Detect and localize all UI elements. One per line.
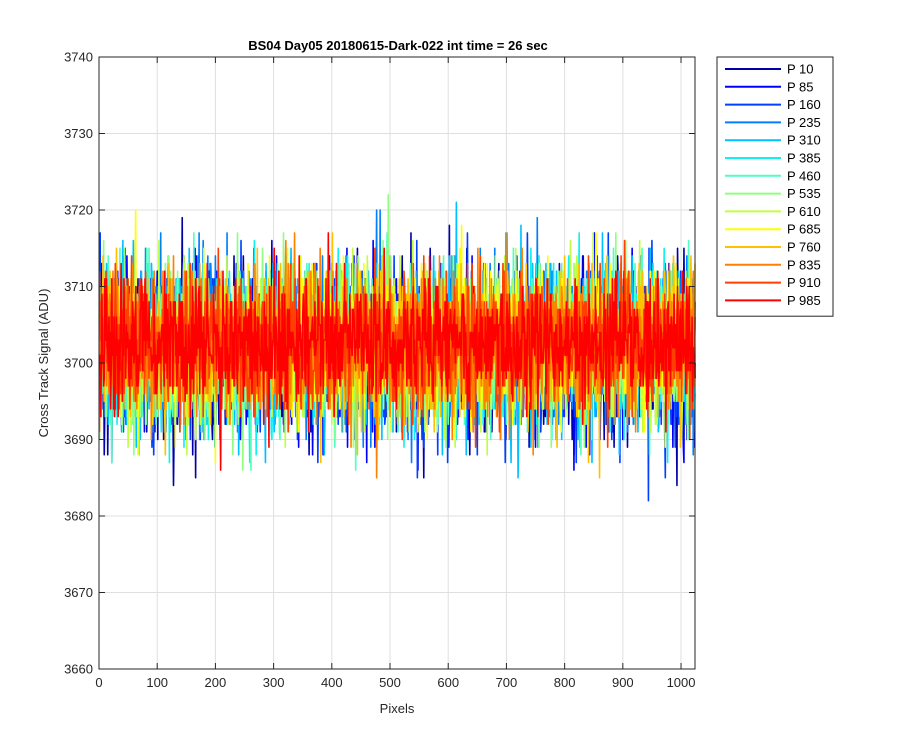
x-tick-label: 700 <box>496 675 518 690</box>
legend-label: P 535 <box>787 186 821 201</box>
data-series <box>98 193 696 502</box>
y-tick-label: 3690 <box>64 432 93 447</box>
x-tick-label: 500 <box>379 675 401 690</box>
legend-label: P 985 <box>787 293 821 308</box>
x-tick-label: 200 <box>205 675 227 690</box>
legend-label: P 685 <box>787 222 821 237</box>
y-tick-label: 3720 <box>64 203 93 218</box>
legend-label: P 85 <box>787 79 814 94</box>
y-tick-label: 3730 <box>64 126 93 141</box>
axis-ticks: 0 100 200 300 400 500 600 700 800 900 1000 3660 3670… <box>64 50 695 691</box>
y-tick-label: 3710 <box>64 279 93 294</box>
y-axis-label: Cross Track Signal (ADU) <box>36 289 51 438</box>
x-axis-label: Pixels <box>380 701 415 716</box>
legend-label: P 760 <box>787 240 821 255</box>
legend-label: P 610 <box>787 204 821 219</box>
legend-label: P 385 <box>787 151 821 166</box>
x-tick-label: 300 <box>263 675 285 690</box>
y-tick-label: 3700 <box>64 356 93 371</box>
x-tick-label: 600 <box>437 675 459 690</box>
y-tick-label: 3680 <box>64 509 93 524</box>
x-tick-label: 0 <box>95 675 102 690</box>
x-tick-label: 400 <box>321 675 343 690</box>
x-tick-label: 900 <box>612 675 634 690</box>
legend-label: P 235 <box>787 115 821 130</box>
y-tick-label: 3660 <box>64 662 93 677</box>
legend: P 10 P 85 P 160 P 235 P 310 P 385 P 460 P 535 P … <box>716 56 834 317</box>
y-tick-label: 3670 <box>64 585 93 600</box>
legend-label: P 10 <box>787 62 814 77</box>
legend-label: P 310 <box>787 133 821 148</box>
legend-box <box>716 56 834 317</box>
legend-label: P 910 <box>787 275 821 290</box>
legend-label: P 160 <box>787 97 821 112</box>
y-tick-label: 3740 <box>64 50 93 65</box>
x-tick-label: 800 <box>554 675 576 690</box>
series-line <box>98 232 696 471</box>
x-tick-label: 1000 <box>667 675 696 690</box>
x-tick-label: 100 <box>146 675 168 690</box>
chart-title: BS04 Day05 20180615-Dark-022 int time = … <box>248 38 548 53</box>
legend-label: P 835 <box>787 257 821 272</box>
legend-label: P 460 <box>787 168 821 183</box>
